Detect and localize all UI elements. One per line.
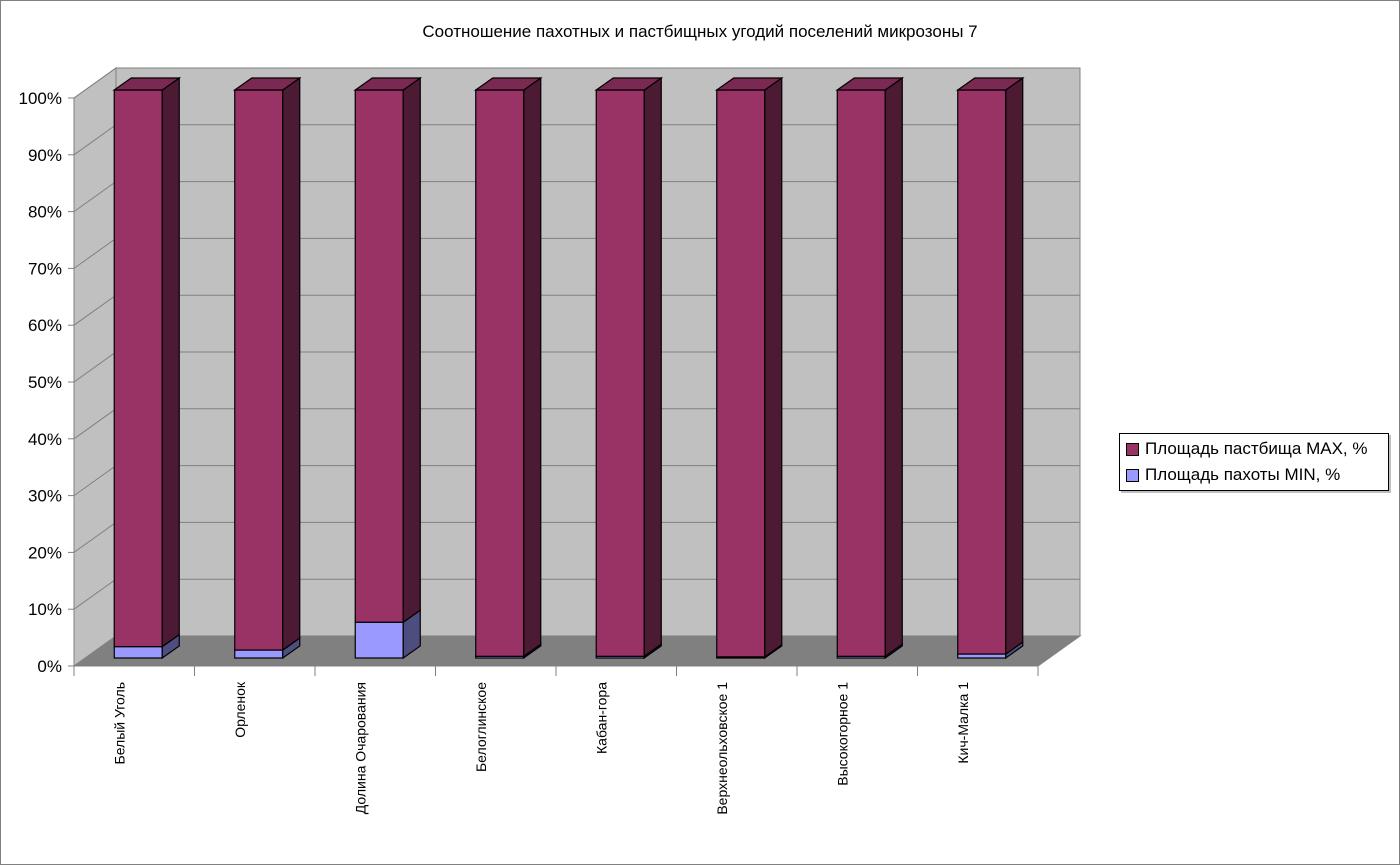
x-category-label: Орленок: [232, 681, 248, 738]
bar-top: [955, 77, 1025, 91]
x-category-label: Кич-Малка 1: [955, 682, 971, 764]
y-tick-label: 100%: [19, 89, 62, 108]
x-category-label: Белый Уголь: [111, 682, 127, 764]
bar-segment-side: [282, 76, 301, 652]
y-tick-label: 60%: [28, 316, 62, 335]
bar-top: [232, 77, 302, 91]
x-category-label: Кабан-гора: [593, 682, 609, 754]
y-tick-label: 90%: [28, 146, 62, 165]
bar-segment-front: [113, 89, 163, 648]
bar-segment-side: [884, 76, 903, 658]
bar-segment-front: [595, 89, 645, 657]
bar-segment-front: [836, 89, 886, 657]
bar-top: [112, 77, 182, 91]
bar-top: [835, 77, 905, 91]
y-tick-label: 10%: [28, 600, 62, 619]
bar-segment-side: [643, 76, 662, 658]
bar-segment-side: [161, 76, 180, 648]
y-tick-label: 50%: [28, 373, 62, 392]
legend-item-plowland: Площадь пахоты MIN, %: [1126, 465, 1340, 485]
bar-segment-front: [234, 649, 284, 659]
legend-item-pasture: Площадь пастбища MAX, %: [1126, 439, 1367, 459]
bar-segment-front: [354, 89, 404, 623]
bar-segment-front: [957, 89, 1007, 655]
legend-label-pasture: Площадь пастбища MAX, %: [1145, 439, 1368, 458]
bar-top: [473, 77, 543, 91]
legend-label-plowland: Площадь пахоты MIN, %: [1145, 465, 1341, 484]
legend-swatch-pasture: [1126, 442, 1139, 456]
y-tick-label: 70%: [28, 259, 62, 278]
bar-top: [714, 77, 784, 91]
y-tick-label: 0%: [37, 657, 62, 676]
bar-segment-side: [402, 76, 421, 624]
x-category-label: Белоглинское: [473, 682, 489, 772]
bar-segment-side: [764, 76, 783, 659]
bar-segment-front: [113, 646, 163, 659]
x-category-label: Верхнеольховское 1: [714, 682, 730, 815]
x-category-label: Высокогорное 1: [834, 682, 850, 786]
legend: Площадь пастбища MAX, % Площадь пахоты M…: [1119, 433, 1389, 491]
bar-segment-front: [354, 621, 404, 659]
bar-segment-side: [1005, 76, 1024, 656]
bar-top: [594, 77, 664, 91]
x-category-label: Долина Очарования: [352, 682, 368, 814]
bar-segment-front: [716, 89, 766, 658]
legend-swatch-plowland: [1126, 468, 1139, 482]
bar-top: [353, 77, 423, 91]
bar-segment-front: [475, 89, 525, 657]
floor: [72, 635, 1082, 667]
gridline: [73, 67, 1080, 99]
y-tick-label: 40%: [28, 430, 62, 449]
chart-title: Соотношение пахотных и пастбищных угодий…: [422, 22, 978, 41]
y-tick-label: 30%: [28, 487, 62, 506]
y-tick-label: 20%: [28, 543, 62, 562]
bar-segment-side: [523, 76, 542, 658]
y-tick-label: 80%: [28, 203, 62, 222]
bar-segment-front: [234, 89, 284, 651]
